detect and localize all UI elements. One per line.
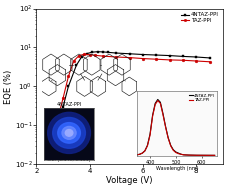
TAZ-PPI xyxy=(128,57,131,59)
4NTAZ-PPI xyxy=(168,54,171,57)
4NTAZ-PPI xyxy=(86,52,88,55)
X-axis label: Voltage (V): Voltage (V) xyxy=(106,176,153,185)
TAZ-PPI xyxy=(142,57,144,60)
4NTAZ-PPI xyxy=(67,85,70,88)
Line: TAZ-PPI: TAZ-PPI xyxy=(56,53,211,120)
Line: 4NTAZ-PPI: 4NTAZ-PPI xyxy=(62,50,211,108)
Y-axis label: EQE (%): EQE (%) xyxy=(4,69,13,104)
TAZ-PPI xyxy=(72,60,75,62)
4NTAZ-PPI xyxy=(102,51,104,53)
TAZ-PPI xyxy=(83,53,86,55)
4NTAZ-PPI xyxy=(91,51,94,53)
4NTAZ-PPI xyxy=(128,53,131,55)
TAZ-PPI xyxy=(115,56,118,58)
TAZ-PPI xyxy=(88,54,91,56)
Text: CIE: (0.149, 0.131): CIE: (0.149, 0.131) xyxy=(47,157,91,162)
TAZ-PPI xyxy=(195,60,197,62)
4NTAZ-PPI xyxy=(155,54,158,56)
4NTAZ-PPI xyxy=(75,64,78,66)
Legend: 4NTAZ-PPI, TAZ-PPI: 4NTAZ-PPI, TAZ-PPI xyxy=(180,11,220,24)
TAZ-PPI xyxy=(56,117,59,120)
TAZ-PPI xyxy=(208,61,211,63)
4NTAZ-PPI xyxy=(208,57,211,59)
4NTAZ-PPI xyxy=(96,51,99,53)
TAZ-PPI xyxy=(78,54,80,57)
TAZ-PPI xyxy=(155,58,158,60)
4NTAZ-PPI xyxy=(62,106,64,108)
TAZ-PPI xyxy=(182,59,184,61)
4NTAZ-PPI xyxy=(142,53,144,56)
4NTAZ-PPI xyxy=(115,52,118,54)
TAZ-PPI xyxy=(102,55,104,57)
4NTAZ-PPI xyxy=(182,55,184,57)
TAZ-PPI xyxy=(62,97,64,99)
TAZ-PPI xyxy=(67,75,70,78)
4NTAZ-PPI xyxy=(80,56,83,58)
TAZ-PPI xyxy=(94,54,96,57)
TAZ-PPI xyxy=(168,59,171,61)
4NTAZ-PPI xyxy=(195,56,197,58)
Text: 4NTAZ-PPI: 4NTAZ-PPI xyxy=(57,102,82,107)
4NTAZ-PPI xyxy=(107,51,110,53)
